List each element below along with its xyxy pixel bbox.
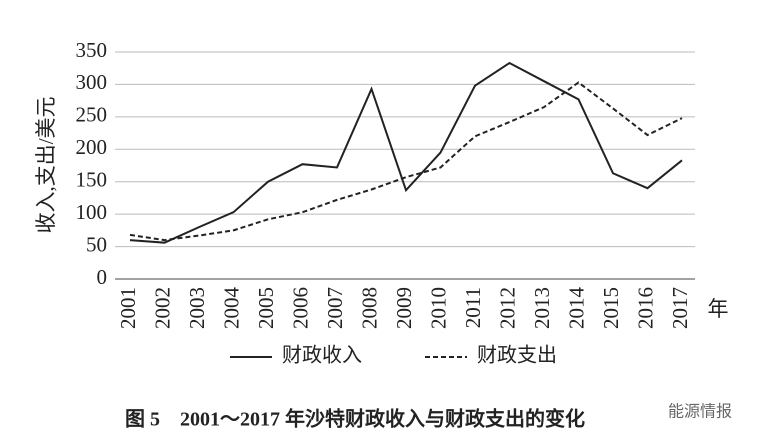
- x-tick-label: 2008: [357, 287, 381, 329]
- y-tick-label: 150: [76, 168, 108, 192]
- x-tick-label: 2006: [288, 287, 312, 329]
- legend-label: 财政收入: [282, 344, 362, 367]
- x-tick-label: 2010: [426, 287, 450, 329]
- x-tick-label: 2009: [392, 287, 416, 329]
- x-axis-label: 年: [708, 297, 729, 321]
- series-line: [129, 61, 683, 244]
- x-tick-label: 2017: [668, 287, 692, 329]
- y-tick-label: 100: [76, 200, 108, 224]
- x-tick-label: 2012: [495, 287, 519, 329]
- y-tick-label: 250: [76, 103, 108, 127]
- y-tick-label: 350: [76, 38, 108, 62]
- watermark: 能源情报: [668, 403, 732, 421]
- x-tick-label: 2013: [530, 287, 554, 329]
- series-line: [129, 81, 683, 242]
- y-tick-label: 300: [76, 70, 108, 94]
- x-tick-label: 2004: [219, 287, 243, 330]
- x-tick-label: 2007: [323, 287, 347, 329]
- x-tick-label: 2005: [254, 287, 278, 329]
- y-axis-label: 收入,支出/美元: [34, 96, 58, 233]
- x-tick-label: 2003: [185, 287, 209, 329]
- x-tick-label: 2011: [461, 287, 485, 328]
- x-tick-label: 2002: [150, 287, 174, 329]
- y-tick-label: 0: [97, 265, 108, 289]
- x-tick-label: 2014: [564, 287, 588, 330]
- y-tick-label: 200: [76, 135, 108, 159]
- x-tick-label: 2015: [599, 287, 623, 329]
- legend-label: 财政支出: [477, 344, 557, 367]
- x-tick-label: 2001: [116, 287, 140, 329]
- y-tick-label: 50: [86, 232, 107, 256]
- caption: 图 5 2001～2017 年沙特财政收入与财政支出的变化: [125, 407, 585, 431]
- x-tick-label: 2016: [633, 287, 657, 329]
